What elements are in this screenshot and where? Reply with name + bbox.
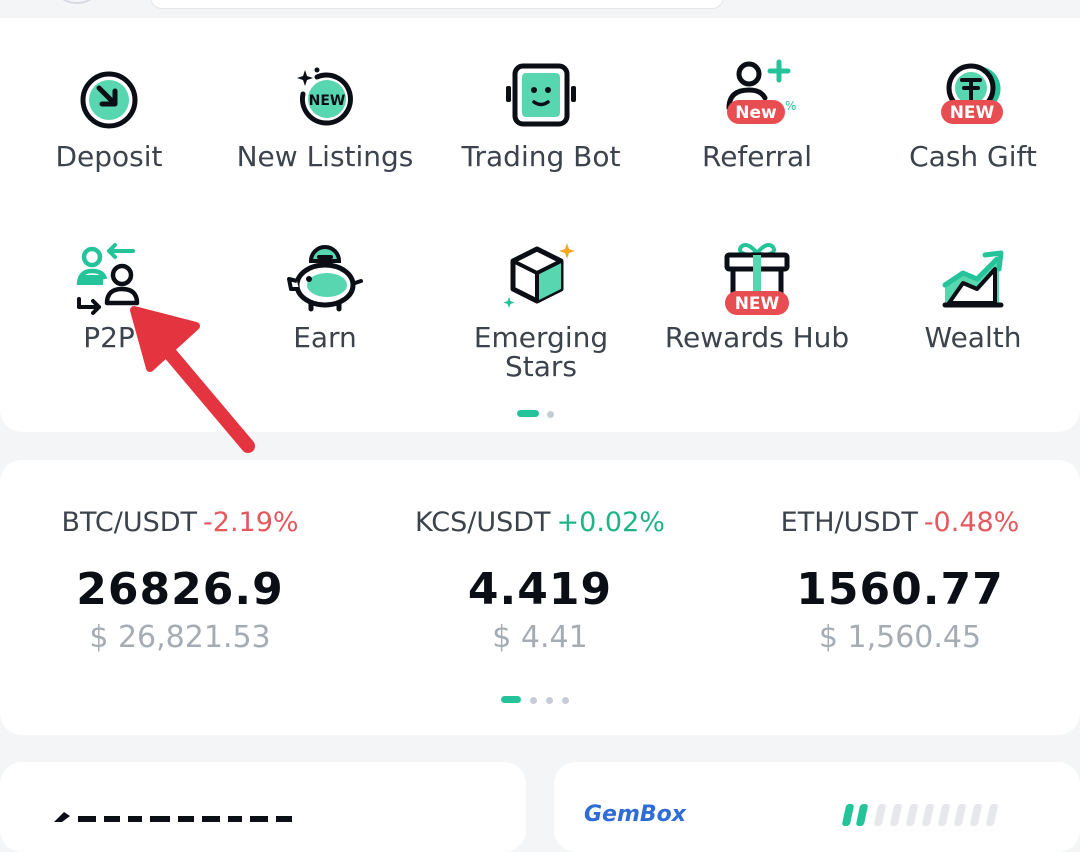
menu-item-cash-gift[interactable]: NEW Cash Gift (865, 58, 1080, 172)
ticker-price: 4.419 (467, 564, 613, 615)
new-listings-icon: NEW (297, 67, 353, 126)
p2p-icon (76, 243, 140, 315)
piggy-bank-icon (287, 245, 363, 312)
ticker-usd-price: $ 4.41 (492, 620, 588, 655)
ticker-price: 26826.9 (76, 564, 284, 615)
menu-label: Referral (702, 140, 812, 173)
menu-label: Wealth (924, 321, 1022, 354)
svg-text:NEW: NEW (309, 93, 346, 109)
svg-text:NEW: NEW (735, 294, 780, 314)
page-dot (530, 697, 537, 704)
promo-card-gembox[interactable]: GemBox (554, 762, 1080, 852)
ticker-kcs[interactable]: KCS/USDT +0.02% 4.419 $ 4.41 (360, 506, 720, 656)
menu-item-new-listings[interactable]: NEW New Listings (217, 58, 433, 172)
market-ticker-card: BTC/USDT -2.19% 26826.9 $ 26,821.53 KCS/U… (0, 460, 1080, 735)
page-dot (546, 697, 553, 704)
page-dot (562, 697, 569, 704)
page-dot (547, 411, 554, 418)
svg-text:%: % (785, 99, 796, 113)
promo-card-left[interactable] (0, 762, 526, 852)
ticker-pair: BTC/USDT (61, 507, 198, 538)
menu-item-referral[interactable]: % New Referral (649, 58, 865, 172)
menu-label: Deposit (55, 140, 163, 173)
gift-box-icon: NEW (724, 243, 790, 315)
ticker-btc[interactable]: BTC/USDT -2.19% 26826.9 $ 26,821.53 (0, 506, 360, 656)
ticker-usd-price: $ 26,821.53 (89, 620, 271, 655)
ticker-eth[interactable]: ETH/USDT -0.48% 1560.77 $ 1,560.45 (720, 506, 1080, 656)
menu-label: P2P (83, 321, 135, 354)
avatar[interactable] (52, 0, 102, 4)
gembox-title: GemBox (584, 802, 686, 827)
svg-text:NEW: NEW (950, 103, 995, 123)
menu-label: Cash Gift (909, 140, 1037, 173)
page-dot-active (501, 696, 521, 703)
deposit-icon (80, 71, 138, 129)
ticker-price: 1560.77 (796, 564, 1004, 615)
ticker-usd-price: $ 1,560.45 (818, 620, 982, 655)
menu-label: New Listings (236, 140, 414, 173)
svg-text:New: New (735, 103, 777, 123)
ticker-pair: ETH/USDT (780, 507, 918, 538)
menu-item-trading-bot[interactable]: Trading Bot (433, 58, 649, 172)
ticker-pair: KCS/USDT (415, 507, 551, 538)
menu-item-earn[interactable]: Earn (217, 239, 433, 353)
menu-item-wealth[interactable]: Wealth (865, 239, 1080, 353)
menu-item-deposit[interactable]: Deposit (1, 58, 217, 172)
menu-label: Rewards Hub (664, 321, 850, 354)
menu-label: Trading Bot (461, 140, 621, 173)
ticker-change: -2.19% (203, 507, 299, 538)
ticker-change: -0.48% (923, 507, 1020, 538)
menu-item-emerging-stars[interactable]: Emerging Stars (433, 239, 649, 382)
referral-icon: % New (726, 59, 796, 124)
menu-label-line2: Stars (504, 350, 577, 383)
menu-item-rewards-hub[interactable]: NEW Rewards Hub (649, 239, 865, 353)
page-dot-active (517, 410, 539, 417)
trading-bot-icon (506, 63, 576, 127)
annotation-arrow-icon (130, 306, 255, 453)
search-bar[interactable] (150, 0, 724, 9)
cube-icon (503, 243, 575, 308)
menu-item-p2p[interactable]: P2P (1, 239, 217, 353)
cash-gift-icon: NEW (941, 63, 1003, 124)
menu-label: Earn (293, 321, 357, 354)
ticker-change: +0.02% (556, 507, 665, 538)
menu-label-line1: Emerging (473, 321, 609, 354)
chart-growth-icon (942, 250, 1004, 308)
